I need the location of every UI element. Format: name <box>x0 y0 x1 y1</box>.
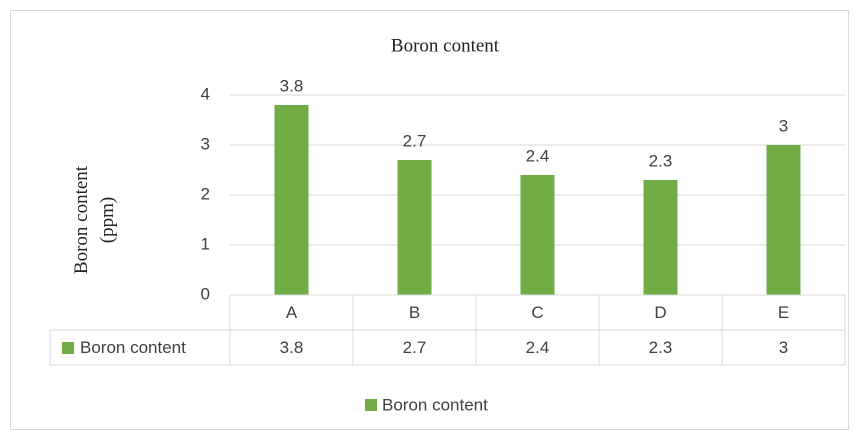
bar <box>520 175 555 295</box>
data-label: 2.7 <box>403 131 427 150</box>
bar <box>643 180 678 295</box>
chart-title: Boron content <box>391 35 500 56</box>
x-tick-label: B <box>409 303 420 322</box>
bar <box>766 145 801 295</box>
bar <box>397 160 432 295</box>
legend-key <box>365 399 377 411</box>
table-value: 2.7 <box>403 338 427 357</box>
x-tick-label: A <box>286 303 298 322</box>
data-label: 3 <box>779 116 788 135</box>
legend-label: Boron content <box>382 395 488 414</box>
data-label: 3.8 <box>280 76 304 95</box>
bar <box>274 105 309 295</box>
table-legend-label: Boron content <box>80 338 186 357</box>
table-value: 2.4 <box>526 338 550 357</box>
y-tick-label: 4 <box>201 84 210 103</box>
legend-key <box>62 342 74 354</box>
x-tick-label: E <box>778 303 789 322</box>
legend: Boron content <box>365 395 488 414</box>
y-tick-label: 0 <box>201 284 210 303</box>
y-tick-label: 3 <box>201 134 210 153</box>
table-value: 2.3 <box>649 338 673 357</box>
data-label: 2.4 <box>526 146 550 165</box>
data-label: 2.3 <box>649 151 673 170</box>
table-value: 3 <box>779 338 788 357</box>
y-tick-label: 2 <box>201 184 210 203</box>
y-tick-label: 1 <box>201 234 210 253</box>
y-axis-label: Boron content (ppm) <box>71 165 118 274</box>
x-tick-label: D <box>654 303 666 322</box>
table-value: 3.8 <box>280 338 304 357</box>
x-tick-label: C <box>531 303 543 322</box>
